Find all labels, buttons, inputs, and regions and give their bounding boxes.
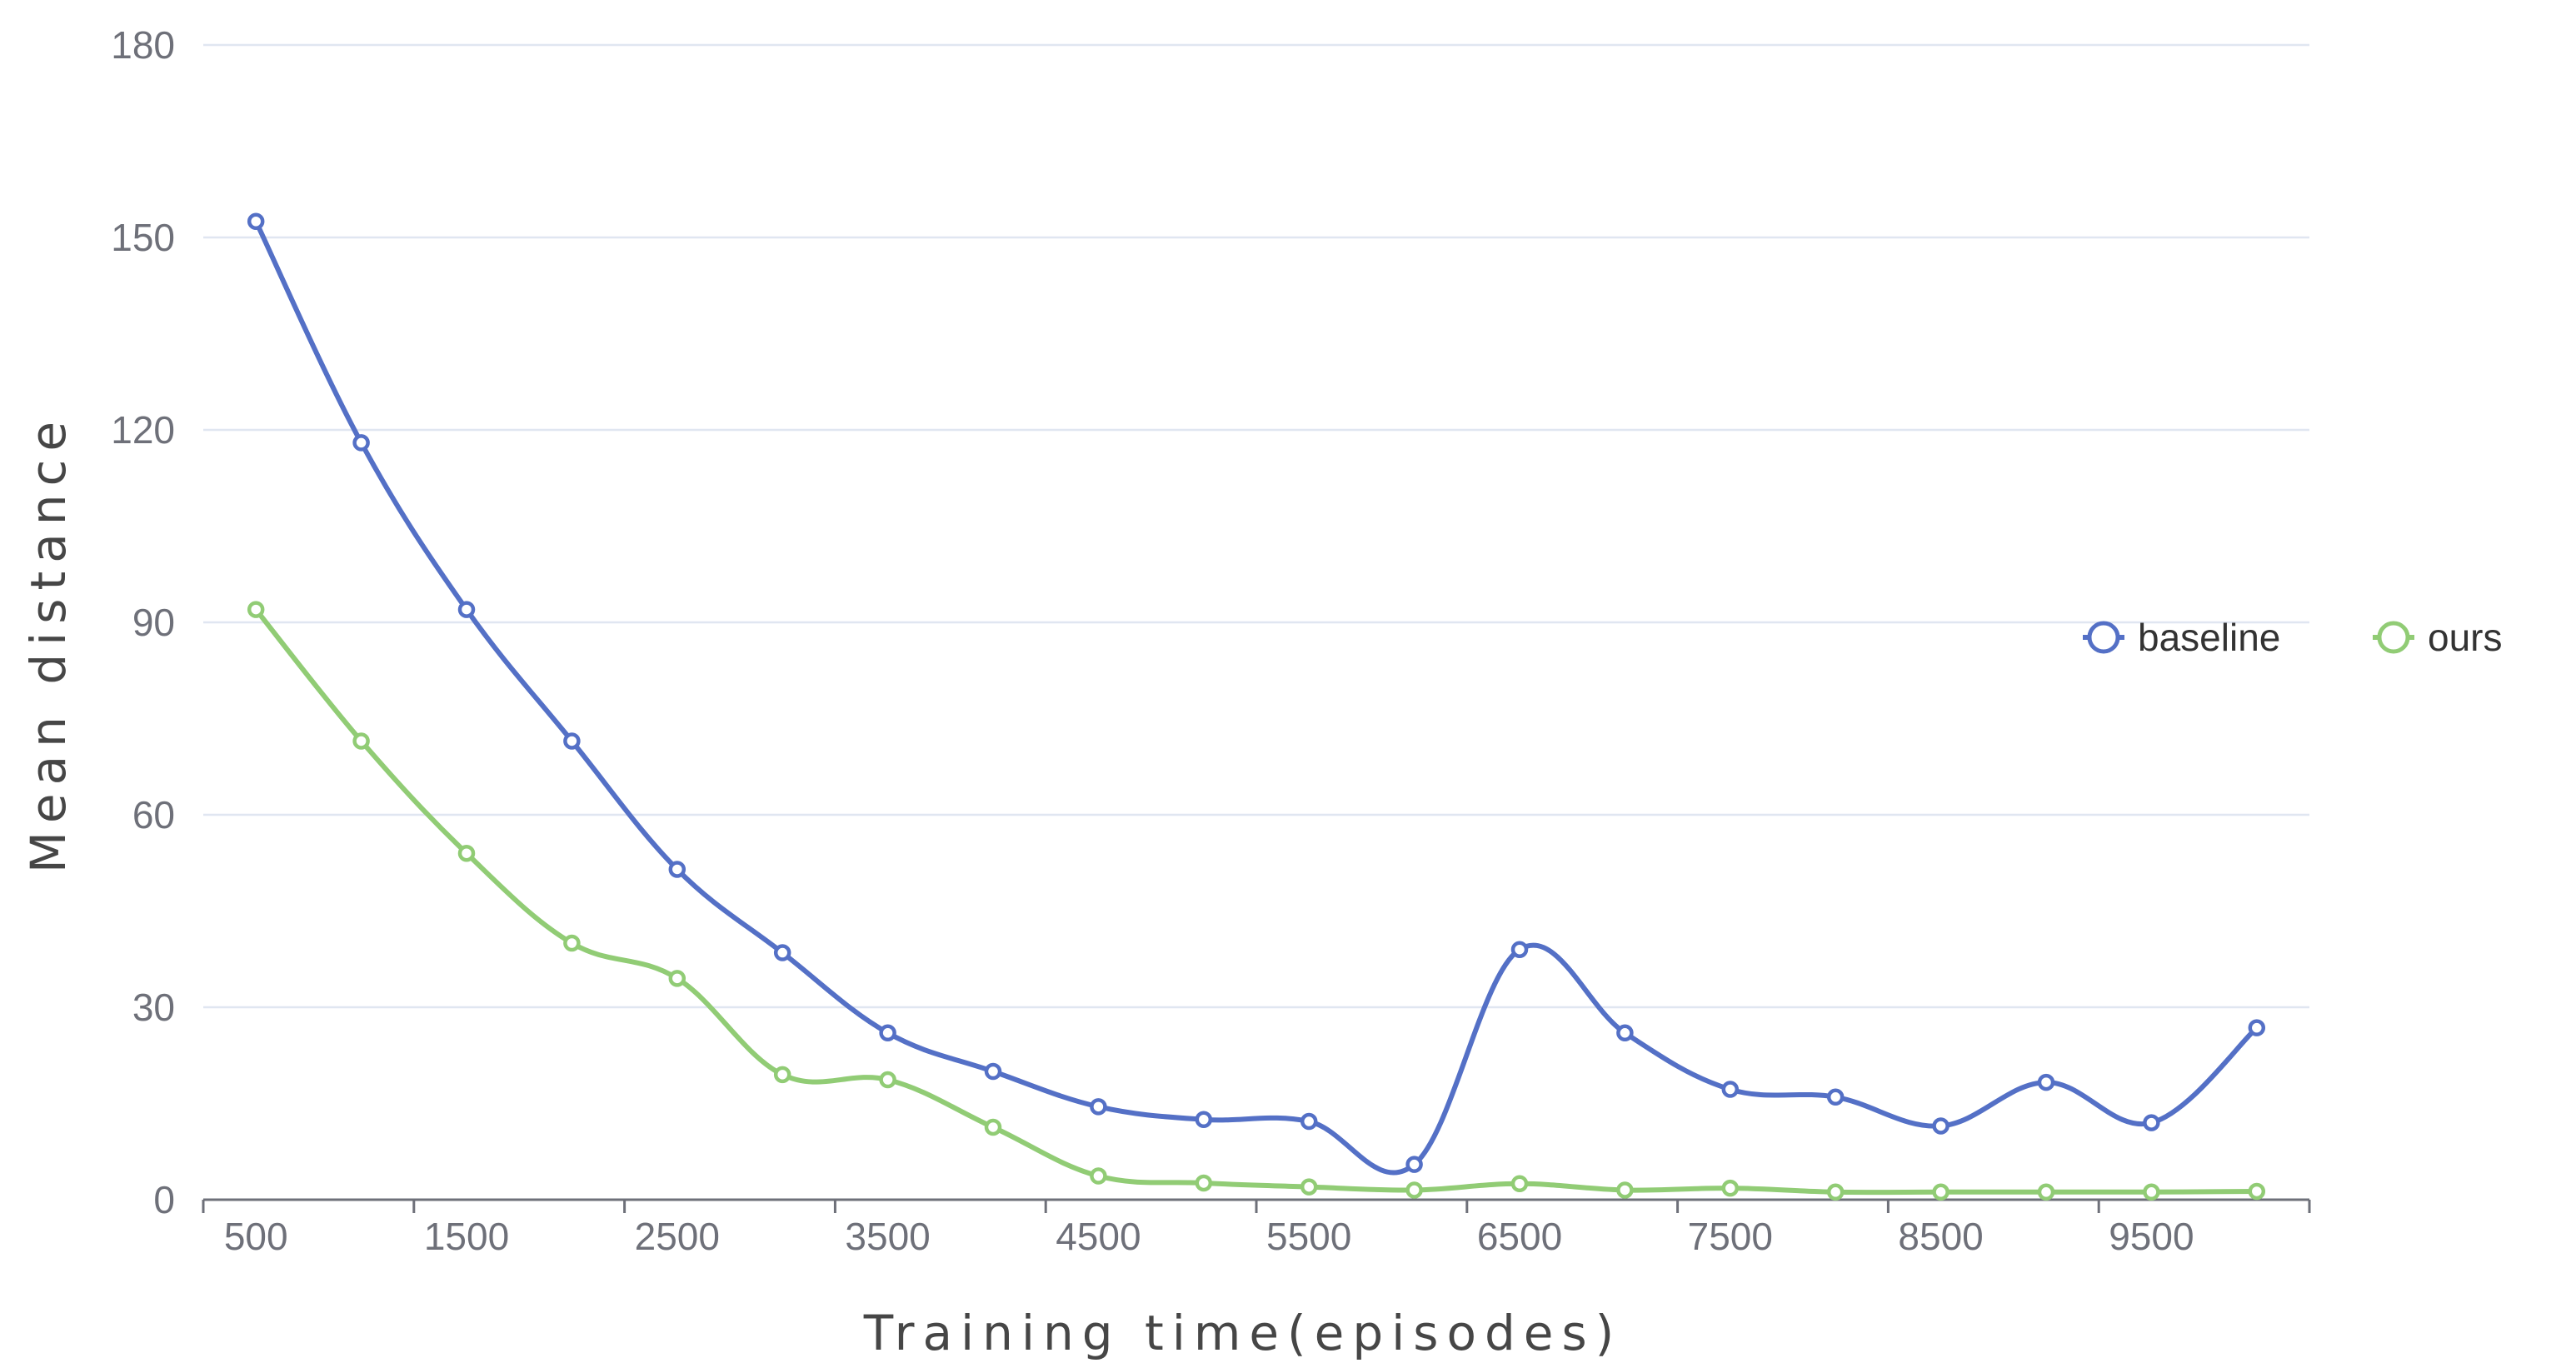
- x-tick-label: 9500: [2109, 1215, 2194, 1258]
- y-tick-label: 0: [153, 1178, 175, 1221]
- legend: baseline ours: [2083, 616, 2502, 659]
- data-point-baseline: [457, 601, 476, 618]
- y-axis-title: Mean distance: [20, 413, 77, 873]
- data-point-baseline: [1300, 1112, 1318, 1131]
- series-ours: [247, 601, 2266, 1201]
- x-tick-label: 7500: [1688, 1215, 1773, 1258]
- data-point-ours: [1826, 1183, 1845, 1201]
- data-point-baseline: [1195, 1111, 1213, 1128]
- y-tick-label: 120: [111, 408, 175, 452]
- y-tick-label: 30: [132, 986, 175, 1029]
- data-point-baseline: [563, 732, 581, 750]
- legend-label: ours: [2428, 616, 2502, 659]
- legend-label: baseline: [2138, 616, 2280, 659]
- legend-marker: [2087, 621, 2120, 654]
- x-tick-label: 4500: [1056, 1215, 1141, 1258]
- data-point-ours: [247, 601, 265, 618]
- data-point-ours: [1932, 1183, 1949, 1201]
- x-axis-title: Training time(episodes): [863, 1305, 1623, 1361]
- data-point-baseline: [1616, 1024, 1634, 1042]
- data-point-baseline: [1510, 941, 1529, 958]
- data-point-baseline: [1932, 1117, 1949, 1135]
- data-point-ours: [457, 844, 476, 862]
- data-point-baseline: [879, 1024, 896, 1042]
- data-point-ours: [1721, 1179, 1740, 1197]
- data-point-baseline: [247, 212, 265, 230]
- data-point-ours: [352, 732, 370, 750]
- y-tick-label: 180: [111, 23, 175, 67]
- data-point-ours: [2248, 1182, 2266, 1201]
- x-tick-label: 3500: [845, 1215, 930, 1258]
- data-point-ours: [1616, 1181, 1634, 1199]
- data-point-baseline: [1826, 1088, 1845, 1106]
- legend-marker: [2377, 621, 2410, 654]
- data-point-baseline: [1721, 1081, 1740, 1098]
- y-axis-ticks: 0 30 60 90 120 150 180: [111, 23, 175, 1221]
- x-tick-label: 5500: [1266, 1215, 1351, 1258]
- x-tick-label: 8500: [1898, 1215, 1983, 1258]
- data-point-ours: [2037, 1183, 2055, 1201]
- data-point-ours: [668, 970, 686, 987]
- series-layer: [247, 212, 2266, 1201]
- legend-item-ours: ours: [2373, 616, 2502, 659]
- data-point-baseline: [1090, 1098, 1107, 1116]
- data-point-baseline: [984, 1062, 1002, 1081]
- data-point-baseline: [2143, 1114, 2160, 1131]
- y-tick-label: 90: [132, 601, 175, 644]
- grid-lines: [203, 43, 2309, 1009]
- x-axis: 500 1500 2500 3500 4500 5500 6500 7500 8500 9500: [202, 1198, 2311, 1258]
- legend-item-baseline: baseline: [2083, 616, 2280, 659]
- data-point-ours: [1090, 1167, 1107, 1185]
- x-tick-label: 500: [224, 1215, 288, 1258]
- data-point-ours: [773, 1066, 791, 1084]
- data-point-baseline: [668, 861, 686, 878]
- data-point-baseline: [773, 944, 791, 961]
- data-point-baseline: [1405, 1156, 1423, 1173]
- data-point-ours: [1510, 1175, 1529, 1192]
- data-point-ours: [2143, 1183, 2160, 1201]
- series-line-ours: [253, 607, 2257, 1196]
- data-point-ours: [984, 1118, 1002, 1136]
- series-line-baseline: [253, 220, 2259, 1176]
- series-baseline: [247, 212, 2266, 1176]
- x-tick-label: 6500: [1477, 1215, 1562, 1258]
- data-point-ours: [1300, 1178, 1318, 1196]
- y-tick-label: 60: [132, 793, 175, 836]
- data-point-ours: [563, 934, 581, 952]
- y-tick-label: 150: [111, 216, 175, 259]
- data-point-baseline: [352, 434, 370, 452]
- data-point-ours: [1405, 1181, 1423, 1199]
- data-point-baseline: [2037, 1073, 2055, 1091]
- x-tick-label: 2500: [635, 1215, 720, 1258]
- data-point-baseline: [2248, 1019, 2266, 1036]
- data-point-ours: [1195, 1174, 1213, 1192]
- data-point-ours: [879, 1071, 896, 1089]
- x-tick-label: 1500: [424, 1215, 509, 1258]
